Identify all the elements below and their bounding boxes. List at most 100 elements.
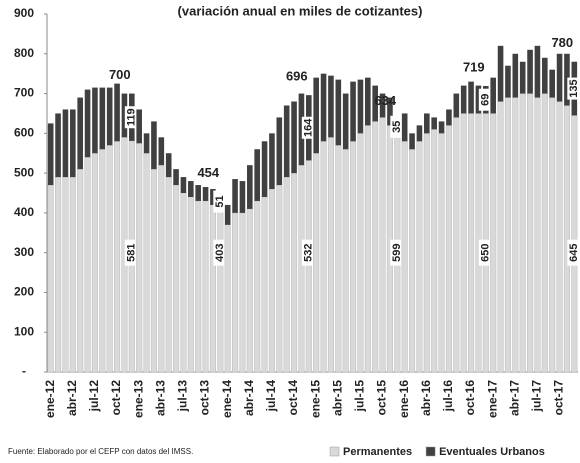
bar-segment (261, 141, 268, 197)
bar-segment (563, 105, 570, 373)
value-label-box (301, 239, 316, 266)
bar-segment (460, 113, 467, 373)
bar-segment (254, 149, 260, 201)
bar-segment (283, 105, 290, 178)
bar-segment (143, 133, 150, 154)
value-label-box (478, 88, 493, 111)
legend-swatch (425, 446, 436, 457)
y-tick-label: 500 (14, 165, 34, 179)
bar-segment (143, 152, 150, 373)
bar-segment (387, 97, 393, 126)
bar-segment (261, 196, 268, 373)
bar-segment (291, 172, 298, 373)
y-tick-label: 800 (14, 46, 34, 60)
x-tick-label: jul-15 (353, 380, 367, 413)
bar-segment (99, 148, 106, 373)
bar-segment (69, 176, 76, 373)
total-label: 696 (286, 69, 308, 84)
bar-segment (564, 53, 570, 106)
legend-label: Eventuales Urbanos (439, 446, 545, 458)
y-tick-label: 400 (14, 205, 34, 219)
bar-segment (99, 87, 106, 150)
bar-segment (276, 117, 283, 186)
bar-segment (453, 93, 460, 118)
total-label: 780 (551, 35, 573, 50)
value-label: 135 (568, 79, 580, 97)
bar-segment (423, 133, 430, 373)
bar-segment (401, 141, 408, 373)
x-tick-label: abr-12 (65, 380, 79, 416)
bar-segment (364, 125, 371, 373)
bar-segment (55, 176, 62, 373)
bar-segment (504, 97, 511, 373)
x-tick-label: abr-15 (330, 380, 344, 416)
bar-segment (542, 57, 548, 94)
bar-segment (490, 113, 497, 373)
bar-segment (84, 156, 91, 373)
x-tick-label: oct-17 (552, 380, 566, 416)
bar-segment (556, 101, 563, 373)
bar-segment (446, 109, 452, 126)
bar-segment (188, 181, 194, 197)
bar-segment (350, 141, 357, 373)
bar-segment (254, 200, 261, 373)
bar-segment (232, 179, 238, 213)
x-tick-label: ene-16 (397, 380, 411, 418)
bar-segment (497, 101, 504, 373)
bar-segment (84, 89, 91, 158)
total-label: 700 (109, 67, 131, 82)
value-label: 69 (480, 94, 492, 106)
value-label-box (124, 239, 139, 266)
bar-segment (47, 123, 54, 186)
y-tick-label: 300 (14, 245, 34, 259)
bar-segment (460, 85, 467, 114)
bar-segment (246, 208, 253, 373)
bar-segment (327, 137, 334, 373)
bar-segment (365, 77, 371, 126)
chart-title: (variación anual en miles de cotizantes) (178, 3, 423, 18)
value-label-box (567, 77, 580, 100)
x-tick-label: jul-12 (87, 380, 101, 413)
bar-segment (195, 185, 201, 201)
bar-segment (453, 117, 460, 373)
bar-segment (224, 224, 231, 373)
y-tick-label: 900 (14, 6, 34, 20)
bar-segment (527, 93, 534, 373)
bar-segment (519, 93, 526, 373)
bar-segment (416, 125, 423, 142)
x-tick-label: oct-12 (109, 380, 123, 416)
bar-segment (114, 141, 121, 373)
bar-segment (298, 93, 305, 166)
bar-segment (187, 196, 194, 373)
bar-segment (534, 97, 541, 373)
bar-segment (335, 79, 342, 146)
value-label: 599 (391, 243, 403, 261)
x-tick-label: oct-16 (463, 380, 477, 416)
bar-segment (106, 87, 113, 146)
bar-segment (92, 87, 98, 154)
bar-segment (180, 177, 187, 193)
bar-segment (91, 152, 98, 373)
bar-segment (298, 164, 305, 373)
bar-segment (247, 165, 253, 209)
value-label: 403 (214, 243, 226, 261)
value-label-box (478, 239, 493, 266)
bar-segment (379, 117, 386, 373)
bar-segment (519, 61, 526, 94)
bar-segment (180, 192, 187, 373)
bar-segment (490, 77, 496, 114)
value-label-box (390, 115, 405, 138)
bar-segment (512, 53, 519, 98)
bar-segment (409, 133, 415, 150)
bar-segment (202, 200, 209, 373)
bar-segment (372, 121, 379, 373)
x-tick-label: abr-17 (507, 380, 521, 416)
x-tick-label: jul-13 (176, 380, 190, 413)
bar-segment (173, 184, 180, 373)
bar-segment (106, 145, 113, 373)
y-tick-label: 100 (14, 324, 34, 338)
bar-segment (431, 117, 437, 130)
bar-segment (320, 141, 327, 373)
value-label: 645 (568, 243, 580, 261)
